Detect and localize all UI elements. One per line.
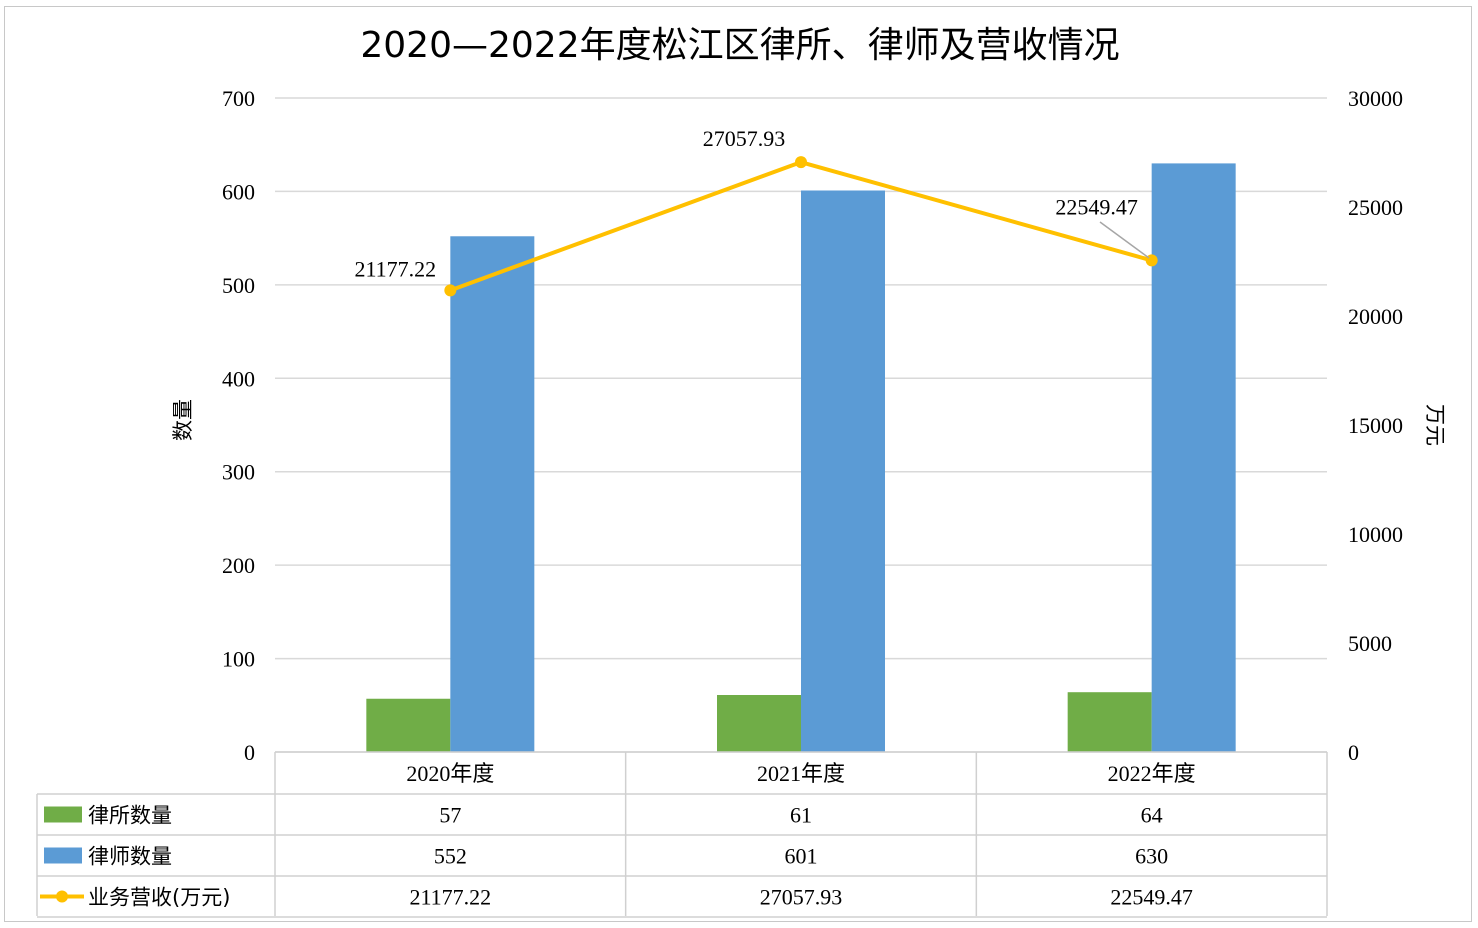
revenue-point [444,284,457,297]
left-axis-ticks: 0 100 200 300 400 500 600 700 [222,86,255,765]
right-tick-label: 5000 [1348,631,1392,656]
legend-key-marker [56,890,68,903]
chart-title: 2020—2022年度松江区律所、律师及营收情况 [360,25,1119,66]
right-tick-label: 25000 [1348,195,1403,220]
data-label: 21177.22 [354,256,436,281]
leader-line [1099,221,1150,259]
bar [717,695,801,752]
right-tick-label: 10000 [1348,522,1403,547]
category-label: 2022年度 [1108,761,1196,786]
left-axis-label: 数量 [171,399,195,441]
table-cell: 61 [790,803,812,828]
right-tick-label: 15000 [1348,413,1403,438]
bar [366,698,451,752]
legend-label: 律师数量 [88,845,172,869]
category-label: 2021年度 [757,761,845,786]
table-cell: 21177.22 [409,885,491,910]
left-tick-label: 100 [222,647,255,672]
data-label: 27057.93 [703,126,786,151]
right-tick-label: 20000 [1348,304,1403,329]
legend-key [44,847,82,864]
table-cell: 22549.47 [1110,885,1193,910]
bar [1151,163,1236,752]
table-cell: 601 [785,844,818,869]
legend-key [44,806,82,823]
bar [801,190,885,753]
left-tick-label: 400 [222,366,255,391]
right-tick-label: 30000 [1348,86,1403,111]
left-tick-label: 700 [222,86,255,111]
table-cell: 57 [439,803,461,828]
left-tick-label: 300 [222,460,255,485]
data-label: 22549.47 [1055,194,1138,219]
left-tick-label: 0 [244,740,255,765]
legend-label: 律所数量 [88,804,172,828]
bar-series [366,163,1236,753]
left-tick-label: 200 [222,553,255,578]
right-tick-label: 0 [1348,740,1359,765]
bar [450,236,535,752]
line-series: 21177.22 27057.93 22549.47 [354,126,1158,297]
category-label: 2020年度 [406,761,494,786]
revenue-point [795,156,807,169]
left-tick-label: 500 [222,273,255,298]
right-axis-label: 万元 [1423,404,1447,446]
table-cell: 630 [1135,844,1168,869]
legend-label: 业务营收(万元) [88,886,230,910]
left-tick-label: 600 [222,179,255,204]
table-cell: 27057.93 [760,885,843,910]
right-axis-ticks: 0 5000 10000 15000 20000 25000 30000 [1348,86,1403,765]
bar [1067,692,1152,752]
table-cell: 64 [1141,803,1163,828]
table-cell: 552 [434,844,467,869]
